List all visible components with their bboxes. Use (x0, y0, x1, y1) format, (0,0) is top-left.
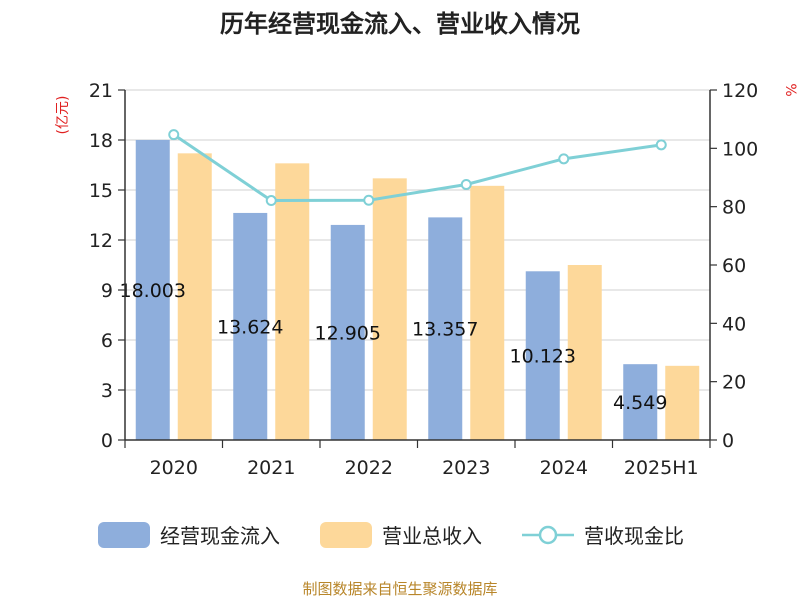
legend-swatch-cash-inflow (98, 522, 150, 548)
x-tick-label: 2024 (540, 457, 588, 479)
left-tick-label: 12 (89, 230, 113, 252)
right-tick-label: 0 (722, 430, 734, 452)
bar-data-label: 13.624 (217, 316, 283, 338)
right-tick-label: 100 (722, 138, 758, 160)
ratio-point (363, 194, 375, 206)
left-tick-label: 3 (101, 380, 113, 402)
bar-data-label: 12.905 (315, 322, 381, 344)
right-axis-unit: % (782, 83, 798, 96)
ratio-point (460, 179, 472, 190)
right-tick-label: 80 (722, 197, 746, 219)
bars (135, 139, 700, 441)
ratio-point (265, 195, 277, 207)
bar-cash-inflow (428, 217, 463, 440)
bar-revenue (177, 153, 212, 441)
source-note: 制图数据来自恒生聚源数据库 (302, 580, 497, 598)
bar-cash-inflow (525, 271, 560, 440)
bar-cash-inflow (330, 224, 365, 440)
legend-marker-ratio (538, 525, 558, 545)
line-series (168, 129, 667, 207)
right-tick-label: 20 (722, 372, 746, 394)
grid-lines (125, 89, 710, 391)
bar-data-label: 13.357 (412, 319, 478, 341)
left-tick-label: 15 (89, 180, 113, 202)
x-tick-label: 2020 (150, 457, 198, 479)
ratio-point (168, 129, 180, 141)
bar-revenue (275, 163, 310, 441)
left-tick-label: 9 (101, 280, 113, 302)
legend-label-cash-inflow: 经营现金流入 (160, 524, 280, 548)
bar-revenue (567, 265, 602, 440)
bar-cash-inflow (623, 364, 658, 440)
right-axis-ticks: 0 20 40 60 80 100 120 (710, 80, 758, 452)
right-tick-label: 40 (722, 313, 746, 335)
ratio-point (558, 153, 570, 165)
left-axis-unit: (亿元) (55, 96, 71, 135)
bar-data-label: 4.549 (613, 392, 667, 414)
legend-label-revenue: 营业总收入 (382, 524, 482, 548)
left-tick-label: 0 (101, 430, 113, 452)
legend: 经营现金流入 营业总收入 营收现金比 (98, 522, 684, 548)
ratio-line (172, 133, 662, 203)
bar-data-label: 18.003 (120, 280, 186, 302)
x-tick-label: 2023 (442, 457, 490, 479)
bar-revenue (665, 365, 700, 440)
legend-label-ratio: 营收现金比 (584, 524, 684, 548)
bar-cash-inflow (233, 212, 268, 440)
right-tick-label: 60 (722, 255, 746, 277)
chart-title: 历年经营现金流入、营业收入情况 (220, 10, 580, 38)
x-tick-label: 2021 (247, 457, 295, 479)
bar-revenue (372, 178, 407, 441)
x-tick-label: 2022 (345, 457, 393, 479)
ratio-point (655, 139, 667, 151)
x-axis-ticks: 2020 2021 2022 2023 2024 2025H1 (124, 440, 711, 479)
bar-data-label: 10.123 (510, 346, 576, 368)
left-tick-label: 21 (89, 80, 113, 102)
bar-data-labels: 18.003 13.624 12.905 13.357 10.123 4.549 (120, 280, 668, 414)
x-tick-label: 2025H1 (624, 457, 699, 479)
bar-revenue (470, 185, 505, 440)
left-tick-label: 18 (89, 130, 113, 152)
left-axis-ticks: 0 3 6 9 12 15 18 21 (89, 80, 125, 452)
bar-cash-inflow (135, 139, 170, 440)
right-tick-label: 120 (722, 80, 758, 102)
left-tick-label: 6 (101, 330, 113, 352)
axes (124, 90, 711, 441)
legend-swatch-revenue (320, 522, 372, 548)
